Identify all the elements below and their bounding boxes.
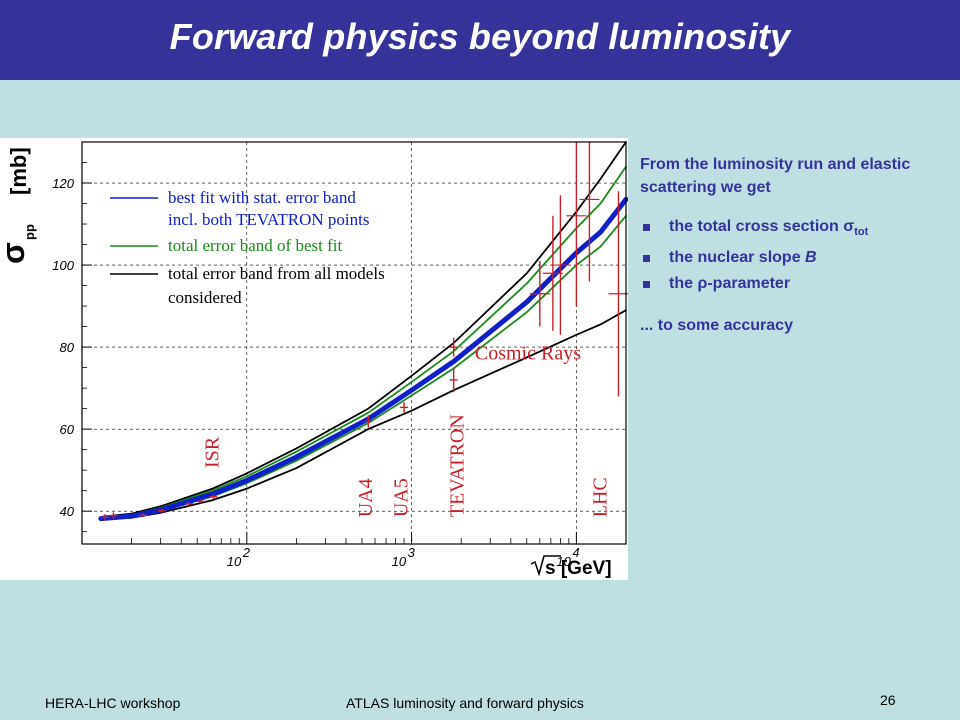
- title-bar: [0, 0, 960, 80]
- bullet-square-icon: [643, 281, 650, 289]
- legend-label-3: total error band of best fit: [168, 236, 342, 255]
- y-axis-sigma: σ: [0, 242, 31, 264]
- x-tick-label-exponent: 4: [572, 545, 579, 560]
- page-number: 26: [880, 692, 896, 708]
- x-tick-label-base: 10: [227, 554, 242, 569]
- plot-frame: [81, 141, 627, 545]
- y-tick-label: 80: [60, 340, 75, 355]
- sqrt-sign: [530, 555, 561, 577]
- bullet-list: the total cross section σtot the nuclear…: [640, 214, 940, 297]
- y-axis-sub: pp: [22, 224, 37, 240]
- y-tick-label: 40: [60, 504, 75, 519]
- bullet-rho-parameter: the ρ-parameter: [640, 271, 940, 297]
- y-tick-label: 120: [52, 176, 74, 191]
- bullet-square-icon: [643, 255, 650, 263]
- experiment-label: ISR: [202, 436, 224, 468]
- experiment-label: UA5: [391, 478, 413, 517]
- intro-text: From the luminosity run and elastic scat…: [640, 156, 911, 196]
- footer-left: HERA-LHC workshop: [45, 695, 181, 711]
- bullet-total-cross-section: the total cross section σtot: [640, 214, 940, 245]
- experiment-label: TEVATRON: [446, 414, 468, 517]
- summary-text: From the luminosity run and elastic scat…: [640, 153, 940, 337]
- bullet-2-text: the nuclear slope: [669, 249, 806, 267]
- x-tick-label-exponent: 3: [408, 545, 416, 560]
- x-axis-title: s [GeV]: [545, 558, 612, 579]
- x-tick-label-base: 10: [556, 554, 571, 569]
- bullet-1-text: the total cross section σ: [669, 218, 855, 235]
- legend-label-2: incl. both TEVATRON points: [168, 210, 370, 229]
- series-line: [99, 309, 627, 521]
- bullet-nuclear-slope: the nuclear slope B: [640, 245, 940, 271]
- experiment-labels: ISR UA4 UA5 TEVATRON LHC Cosmic Rays: [202, 342, 612, 517]
- experiment-label: LHC: [589, 477, 611, 517]
- bullet-square-icon: [643, 224, 650, 231]
- footer-center: ATLAS luminosity and forward physics: [346, 695, 584, 711]
- x-tick-label-exponent: 2: [242, 545, 251, 560]
- bullet-2-variable: B: [805, 249, 817, 267]
- legend-label-4: total error band from all models: [168, 264, 385, 283]
- y-tick-label: 60: [60, 422, 75, 437]
- closing-text: ... to some accuracy: [640, 317, 793, 335]
- legend-label-1: best fit with stat. error band: [168, 188, 356, 207]
- legend: best fit with stat. error band incl. bot…: [110, 188, 385, 307]
- y-tick-label: 100: [52, 258, 74, 273]
- experiment-label: Cosmic Rays: [475, 342, 581, 364]
- y-axis-unit: [mb]: [6, 147, 31, 195]
- bullet-1-subscript: tot: [854, 226, 869, 239]
- data-points: [101, 142, 628, 521]
- experiment-label: UA4: [355, 478, 377, 517]
- slide-title: Forward physics beyond luminosity: [169, 16, 791, 57]
- legend-label-5: considered: [168, 288, 242, 307]
- bullet-3-text: the ρ-parameter: [669, 275, 791, 293]
- x-tick-label-base: 10: [392, 554, 407, 569]
